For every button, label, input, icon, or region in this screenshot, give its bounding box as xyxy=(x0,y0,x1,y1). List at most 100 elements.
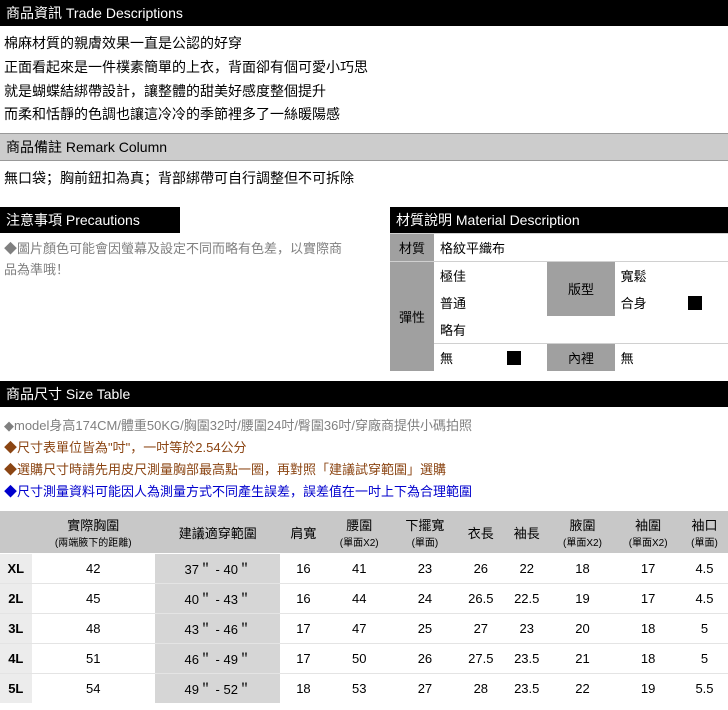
cell-len: 27 xyxy=(458,614,504,644)
cell-bust: 45 xyxy=(32,584,155,614)
cell-hem: 27 xyxy=(392,674,458,704)
col-size xyxy=(0,511,32,554)
cell-len: 26 xyxy=(458,554,504,584)
cell-range: 37＂ - 40＂ xyxy=(155,554,280,584)
cell-range: 46＂ - 49＂ xyxy=(155,644,280,674)
table-row: 4L5146＂ - 49＂17502627.523.521185 xyxy=(0,644,728,674)
cell-shoulder: 16 xyxy=(280,584,326,614)
desc-line: 而柔和恬靜的色調也讓這冷冷的季節裡多了一絲暖陽感 xyxy=(4,103,724,127)
table-row: 3L4843＂ - 46＂174725272320185 xyxy=(0,614,728,644)
desc-line: 正面看起來是一件樸素簡單的上衣，背面卻有個可愛小巧思 xyxy=(4,56,724,80)
cell-size: XL xyxy=(0,554,32,584)
cell-len: 26.5 xyxy=(458,584,504,614)
size-note: 選購尺寸時請先用皮尺測量胸部最高點一圈，再對照「建議試穿範圍」選購 xyxy=(4,459,724,481)
cell-waist: 50 xyxy=(326,644,392,674)
checkbox-icon xyxy=(688,296,702,310)
cell-sleeve: 23.5 xyxy=(504,644,550,674)
cell-cuff: 5 xyxy=(681,614,728,644)
cell-shoulder: 17 xyxy=(280,644,326,674)
table-row: 5L5449＂ - 52＂1853272823.522195.5 xyxy=(0,674,728,704)
mat-label-lining: 內裡 xyxy=(547,343,614,371)
cell-range: 43＂ - 46＂ xyxy=(155,614,280,644)
cell-arm: 20 xyxy=(550,614,616,644)
material-table: 材質 格紋平織布 彈性 極佳 版型 寬鬆 普通 合身 略有 xyxy=(390,233,728,371)
size-note: 尺寸表單位皆為"吋"，一吋等於2.54公分 xyxy=(4,437,724,459)
cell-waist: 53 xyxy=(326,674,392,704)
size-note: 尺寸測量資料可能因人為測量方式不同產生誤差，誤差值在一吋上下為合理範圍 xyxy=(4,481,724,503)
cell-len: 28 xyxy=(458,674,504,704)
col-shoulder: 肩寬 xyxy=(280,511,326,554)
precautions-text: ◆圖片顏色可能會因螢幕及設定不同而略有色差，以實際商品為準哦！ xyxy=(0,233,350,287)
elastic-opt: 略有 xyxy=(434,316,501,344)
cell-waist: 41 xyxy=(326,554,392,584)
cell-hem: 23 xyxy=(392,554,458,584)
lining-value: 無 xyxy=(615,343,682,371)
cell-sleeve: 23.5 xyxy=(504,674,550,704)
table-header-row: 實際胸圍(兩端腋下的距離) 建議適穿範圍 肩寬 腰圍(單面X2) 下擺寬(單面)… xyxy=(0,511,728,554)
cell-range: 49＂ - 52＂ xyxy=(155,674,280,704)
cell-scirc: 17 xyxy=(615,584,681,614)
cell-size: 3L xyxy=(0,614,32,644)
col-arm: 腋圍(單面X2) xyxy=(550,511,616,554)
elastic-opt: 極佳 xyxy=(434,261,501,289)
col-cuff: 袖口(單面) xyxy=(681,511,728,554)
size-table-header: 商品尺寸 Size Table xyxy=(0,381,728,407)
cell-size: 4L xyxy=(0,644,32,674)
precautions-header: 注意事項 Precautions xyxy=(0,207,180,233)
col-len: 衣長 xyxy=(458,511,504,554)
cell-scirc: 18 xyxy=(615,644,681,674)
cell-cuff: 5.5 xyxy=(681,674,728,704)
cell-sleeve: 22 xyxy=(504,554,550,584)
mat-value-material: 格紋平織布 xyxy=(434,233,728,261)
size-note: model身高174CM/體重50KG/胸圍32吋/腰圍24吋/臀圍36吋/穿廠… xyxy=(4,415,724,437)
fit-opt: 合身 xyxy=(615,289,682,316)
cell-scirc: 19 xyxy=(615,674,681,704)
cell-scirc: 18 xyxy=(615,614,681,644)
trade-desc-header: 商品資訊 Trade Descriptions xyxy=(0,0,728,26)
cell-cuff: 4.5 xyxy=(681,554,728,584)
cell-bust: 51 xyxy=(32,644,155,674)
col-hem: 下擺寬(單面) xyxy=(392,511,458,554)
table-row: 2L4540＂ - 43＂16442426.522.519174.5 xyxy=(0,584,728,614)
cell-size: 5L xyxy=(0,674,32,704)
cell-bust: 48 xyxy=(32,614,155,644)
desc-line: 棉麻材質的親膚效果一直是公認的好穿 xyxy=(4,32,724,56)
cell-len: 27.5 xyxy=(458,644,504,674)
checkbox-icon xyxy=(507,351,521,365)
cell-shoulder: 17 xyxy=(280,614,326,644)
cell-arm: 19 xyxy=(550,584,616,614)
trade-desc-body: 棉麻材質的親膚效果一直是公認的好穿 正面看起來是一件樸素簡單的上衣，背面卻有個可… xyxy=(0,26,728,133)
table-row: XL4237＂ - 40＂164123262218174.5 xyxy=(0,554,728,584)
remark-header: 商品備註 Remark Column xyxy=(0,133,728,161)
col-range: 建議適穿範圍 xyxy=(155,511,280,554)
size-table: 實際胸圍(兩端腋下的距離) 建議適穿範圍 肩寬 腰圍(單面X2) 下擺寬(單面)… xyxy=(0,511,728,703)
col-bust: 實際胸圍(兩端腋下的距離) xyxy=(32,511,155,554)
cell-shoulder: 16 xyxy=(280,554,326,584)
cell-bust: 54 xyxy=(32,674,155,704)
size-notes: model身高174CM/體重50KG/胸圍32吋/腰圍24吋/臀圍36吋/穿廠… xyxy=(0,407,728,511)
cell-size: 2L xyxy=(0,584,32,614)
cell-scirc: 17 xyxy=(615,554,681,584)
col-sleeve: 袖長 xyxy=(504,511,550,554)
mat-label-fit: 版型 xyxy=(547,261,614,316)
cell-sleeve: 23 xyxy=(504,614,550,644)
cell-cuff: 4.5 xyxy=(681,584,728,614)
mat-label-elastic: 彈性 xyxy=(390,261,434,371)
cell-shoulder: 18 xyxy=(280,674,326,704)
col-waist: 腰圍(單面X2) xyxy=(326,511,392,554)
cell-arm: 18 xyxy=(550,554,616,584)
cell-hem: 25 xyxy=(392,614,458,644)
cell-bust: 42 xyxy=(32,554,155,584)
material-header: 材質說明 Material Description xyxy=(390,207,728,233)
cell-waist: 44 xyxy=(326,584,392,614)
cell-arm: 22 xyxy=(550,674,616,704)
elastic-opt: 無 xyxy=(434,343,501,371)
cell-range: 40＂ - 43＂ xyxy=(155,584,280,614)
cell-hem: 26 xyxy=(392,644,458,674)
remark-text: 無口袋；胸前鈕扣為真；背部綁帶可自行調整但不可拆除 xyxy=(4,167,724,191)
cell-waist: 47 xyxy=(326,614,392,644)
cell-arm: 21 xyxy=(550,644,616,674)
col-scirc: 袖圍(單面X2) xyxy=(615,511,681,554)
elastic-opt: 普通 xyxy=(434,289,501,316)
remark-body: 無口袋；胸前鈕扣為真；背部綁帶可自行調整但不可拆除 xyxy=(0,161,728,197)
